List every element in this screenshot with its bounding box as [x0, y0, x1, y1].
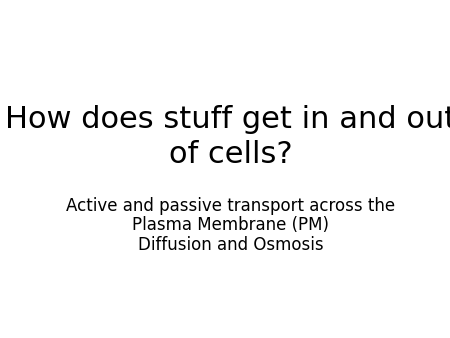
Text: How does stuff get in and out
of cells?: How does stuff get in and out of cells?: [5, 105, 450, 169]
Text: Diffusion and Osmosis: Diffusion and Osmosis: [138, 236, 324, 254]
Text: Active and passive transport across the: Active and passive transport across the: [66, 197, 395, 215]
Text: Plasma Membrane (PM): Plasma Membrane (PM): [132, 216, 329, 234]
